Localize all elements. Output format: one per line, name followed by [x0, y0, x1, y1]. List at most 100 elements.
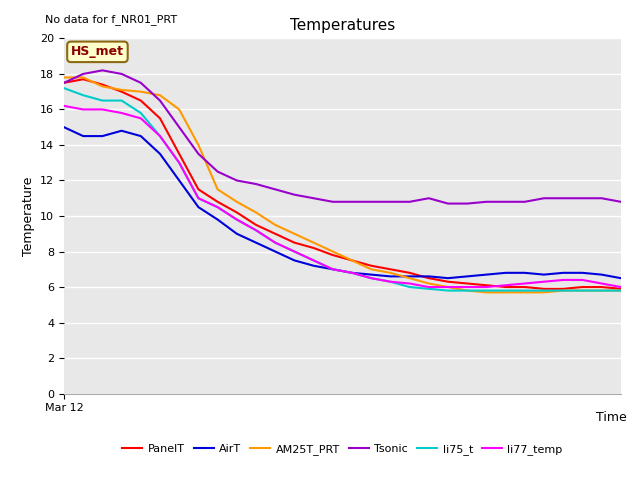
Title: Temperatures: Temperatures [290, 18, 395, 33]
AirT [559, 270, 567, 276]
li75_t [137, 110, 145, 116]
AM25T_PRT [387, 270, 394, 276]
PanelT [559, 286, 567, 292]
li75_t [156, 133, 164, 139]
li75_t [617, 288, 625, 293]
AM25T_PRT [617, 288, 625, 293]
PanelT [598, 284, 605, 290]
Tsonic [521, 199, 529, 204]
li77_temp [425, 284, 433, 290]
li77_temp [118, 110, 125, 116]
AM25T_PRT [291, 231, 298, 237]
AM25T_PRT [444, 284, 452, 290]
li75_t [195, 195, 202, 201]
AM25T_PRT [463, 288, 471, 293]
PanelT [156, 115, 164, 121]
AM25T_PRT [271, 222, 279, 228]
li77_temp [137, 115, 145, 121]
PanelT [310, 245, 317, 251]
li75_t [271, 240, 279, 246]
PanelT [502, 284, 509, 290]
li75_t [291, 249, 298, 254]
li77_temp [463, 284, 471, 290]
li77_temp [99, 107, 106, 112]
AirT [444, 275, 452, 281]
li75_t [60, 85, 68, 91]
li77_temp [291, 249, 298, 254]
AM25T_PRT [99, 84, 106, 89]
Y-axis label: Temperature: Temperature [22, 176, 35, 256]
PanelT [271, 231, 279, 237]
Tsonic [99, 68, 106, 73]
li77_temp [156, 133, 164, 139]
Tsonic [137, 80, 145, 85]
AM25T_PRT [214, 186, 221, 192]
PanelT [367, 263, 375, 269]
li75_t [559, 288, 567, 293]
AM25T_PRT [137, 89, 145, 95]
PanelT [118, 89, 125, 95]
li77_temp [252, 228, 260, 233]
Tsonic [406, 199, 413, 204]
li77_temp [348, 270, 356, 276]
AirT [502, 270, 509, 276]
Tsonic [425, 195, 433, 201]
li77_temp [271, 240, 279, 246]
Tsonic [387, 199, 394, 204]
li77_temp [387, 279, 394, 285]
Tsonic [579, 195, 586, 201]
AM25T_PRT [60, 74, 68, 80]
PanelT [425, 275, 433, 281]
AirT [329, 266, 337, 272]
li75_t [367, 275, 375, 281]
Tsonic [367, 199, 375, 204]
Tsonic [156, 97, 164, 103]
li77_temp [175, 160, 183, 166]
AirT [348, 270, 356, 276]
li75_t [79, 92, 87, 98]
AM25T_PRT [521, 289, 529, 295]
AirT [156, 151, 164, 156]
li77_temp [521, 281, 529, 287]
li77_temp [60, 103, 68, 109]
li77_temp [579, 277, 586, 283]
AM25T_PRT [579, 288, 586, 293]
Tsonic [60, 80, 68, 85]
Tsonic [502, 199, 509, 204]
Tsonic [483, 199, 490, 204]
PanelT [463, 281, 471, 287]
PanelT [387, 266, 394, 272]
PanelT [617, 286, 625, 292]
Text: No data for f_NR01_PRT: No data for f_NR01_PRT [45, 14, 177, 25]
AM25T_PRT [79, 74, 87, 80]
li77_temp [444, 284, 452, 290]
AM25T_PRT [367, 266, 375, 272]
Tsonic [118, 71, 125, 77]
AirT [425, 274, 433, 279]
AirT [233, 231, 241, 237]
Tsonic [463, 201, 471, 206]
li75_t [444, 288, 452, 293]
AM25T_PRT [329, 249, 337, 254]
li75_t [406, 284, 413, 290]
li75_t [214, 204, 221, 210]
AM25T_PRT [425, 281, 433, 287]
li75_t [310, 257, 317, 263]
li77_temp [214, 204, 221, 210]
AirT [79, 133, 87, 139]
AM25T_PRT [252, 210, 260, 216]
Tsonic [291, 192, 298, 198]
AirT [252, 240, 260, 246]
AM25T_PRT [406, 275, 413, 281]
Tsonic [444, 201, 452, 206]
AirT [483, 272, 490, 277]
AirT [195, 204, 202, 210]
li77_temp [406, 281, 413, 287]
Legend: PanelT, AirT, AM25T_PRT, Tsonic, li75_t, li77_temp: PanelT, AirT, AM25T_PRT, Tsonic, li75_t,… [118, 439, 567, 459]
AM25T_PRT [502, 289, 509, 295]
li77_temp [367, 275, 375, 281]
PanelT [521, 284, 529, 290]
Tsonic [175, 124, 183, 130]
AirT [271, 249, 279, 254]
li77_temp [310, 257, 317, 263]
